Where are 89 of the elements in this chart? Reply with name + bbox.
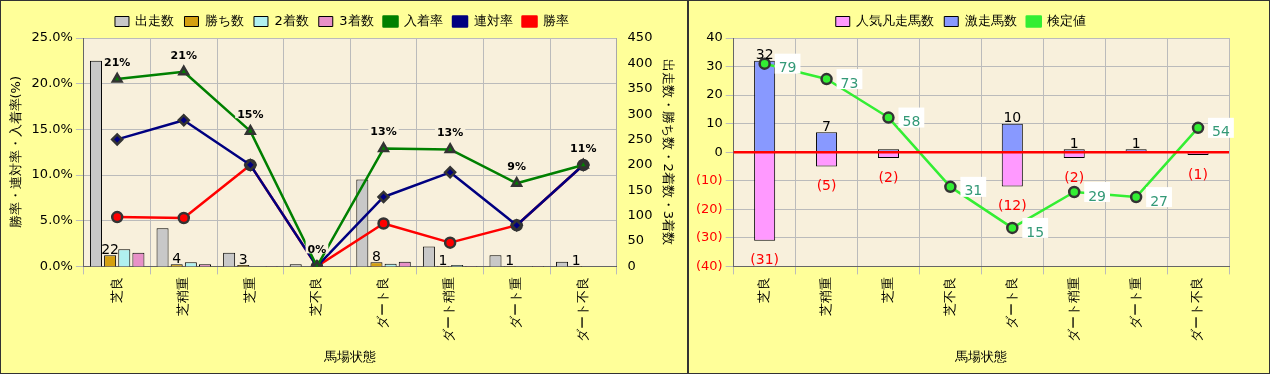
data-label: 54 (1212, 123, 1230, 140)
data-label: (2) (1064, 168, 1085, 185)
data-label: 10 (1003, 109, 1022, 126)
data-label: 79 (778, 59, 797, 76)
x-axis-title: 馬場状態 (323, 348, 377, 364)
y2-tick-label: 50 (627, 232, 645, 248)
legend-label: 人気凡走馬数 (856, 12, 935, 28)
x-axis-title: 馬場状態 (954, 348, 1008, 364)
data-label: 15% (237, 108, 264, 122)
x-tick-label: ダート良 (374, 277, 390, 330)
x-tick-label: 芝不良 (941, 277, 957, 317)
y-tick-label: 0.0% (39, 257, 73, 273)
x-tick-label: ダート重 (1127, 277, 1143, 330)
legend-label: 勝ち数 (204, 12, 244, 28)
data-label: 1 (505, 251, 515, 268)
data-label: 21% (104, 55, 131, 69)
legend-label: 激走馬数 (964, 12, 1017, 28)
data-label: 1 (438, 251, 448, 268)
data-label: (1) (1188, 165, 1208, 182)
data-label: 1 (571, 251, 581, 268)
y-tick-label: 20 (706, 86, 723, 102)
data-label: 22 (101, 240, 120, 257)
x-tick-label: ダート不良 (574, 277, 590, 343)
data-label: 11% (570, 141, 597, 155)
data-label: 31 (964, 182, 983, 199)
y-tick-label: 15.0% (31, 120, 73, 136)
legend-label: 2着数 (274, 12, 309, 28)
y-tick-label: 10 (706, 115, 723, 131)
y-tick-label: (20) (696, 200, 723, 216)
y-tick-label: 40 (706, 29, 723, 45)
data-label: 32 (755, 46, 774, 63)
data-label: 13% (370, 125, 397, 139)
x-tick-label: ダート重 (508, 277, 524, 330)
y-tick-label: 20.0% (31, 75, 73, 91)
data-label: 29 (1088, 187, 1107, 204)
data-label: (5) (816, 177, 837, 194)
y-tick-label: (10) (696, 172, 723, 188)
data-label: 8 (372, 247, 381, 264)
data-label: 27 (1150, 192, 1168, 209)
data-label: (2) (878, 168, 899, 185)
y2-tick-label: 300 (627, 105, 653, 121)
y-tick-label: (30) (696, 229, 723, 245)
x-tick-label: ダート稍重 (441, 277, 457, 343)
data-label: 3 (238, 250, 248, 267)
x-tick-label: 芝不良 (308, 277, 324, 317)
data-label: 21% (170, 48, 197, 62)
data-label: 0% (307, 243, 327, 257)
y-tick-label: 30 (706, 57, 723, 73)
legend-label: 3着数 (339, 12, 374, 28)
legend-label: 連対率 (473, 12, 513, 28)
data-label: 58 (902, 113, 921, 130)
y-axis-title: 勝率・連対率・入着率(%) (8, 75, 24, 229)
y-tick-label: 0 (714, 143, 723, 159)
data-label: 13% (436, 126, 464, 140)
legend-label: 入着率 (404, 12, 444, 28)
y2-tick-label: 450 (627, 29, 653, 45)
data-label: 7 (822, 117, 832, 134)
y-tick-label: 10.0% (31, 166, 73, 182)
legend-label: 勝率 (543, 12, 570, 28)
y2-axis-title: 出走数・勝ち数・2着数・3着数 (660, 59, 676, 245)
data-label: (31) (750, 251, 780, 268)
y2-tick-label: 200 (627, 156, 653, 172)
x-tick-label: ダート不良 (1189, 277, 1205, 343)
x-tick-label: ダート良 (1003, 277, 1019, 330)
y-tick-label: (40) (696, 257, 723, 273)
y2-tick-label: 100 (627, 207, 653, 223)
y2-tick-label: 150 (627, 181, 653, 197)
x-tick-label: 芝重 (241, 277, 257, 304)
y2-tick-label: 250 (627, 130, 653, 146)
x-tick-label: 芝良 (756, 277, 772, 304)
data-label: 1 (1069, 134, 1079, 151)
data-label: 1 (1131, 134, 1141, 151)
x-tick-label: 芝重 (879, 277, 895, 304)
data-label: (12) (997, 197, 1027, 214)
legend-label: 検定値 (1047, 12, 1087, 28)
x-tick-label: 芝良 (108, 277, 124, 304)
y-tick-label: 5.0% (39, 212, 73, 228)
x-tick-label: 芝稍重 (175, 277, 191, 317)
data-label: 4 (172, 250, 182, 267)
y2-tick-label: 400 (627, 54, 653, 70)
y2-tick-label: 0 (627, 257, 636, 273)
data-label: 73 (840, 74, 859, 91)
x-tick-label: ダート稍重 (1065, 277, 1081, 343)
y2-tick-label: 350 (627, 80, 653, 96)
legend-label: 出走数 (135, 12, 175, 28)
y-tick-label: 25.0% (31, 29, 73, 45)
x-tick-label: 芝稍重 (817, 277, 833, 317)
data-label: 9% (507, 160, 527, 174)
data-label: 15 (1026, 223, 1045, 240)
